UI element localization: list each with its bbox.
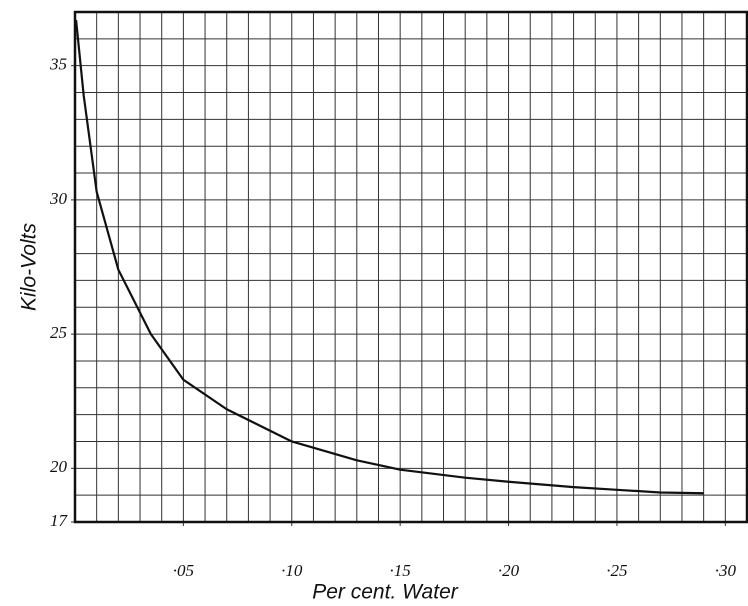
x-tick-label: ·25	[606, 561, 627, 580]
x-tick-label: ·20	[498, 561, 520, 580]
y-axis-title: Kilo-Volts	[18, 223, 41, 311]
plot-frame	[73, 10, 748, 524]
x-axis-title: Per cent. Water	[312, 581, 459, 604]
x-tick-label: ·10	[281, 561, 303, 580]
y-tick-label: 35	[49, 55, 67, 74]
y-tick-label: 17	[50, 511, 69, 530]
y-tick-label: 30	[49, 189, 68, 208]
y-tick-label: 20	[50, 457, 68, 476]
data-line	[74, 19, 704, 495]
x-tick-label: ·30	[715, 561, 737, 580]
y-tick-label: 25	[50, 323, 67, 342]
x-tick-label: ·05	[173, 561, 194, 580]
x-tick-label: ·15	[390, 561, 411, 580]
